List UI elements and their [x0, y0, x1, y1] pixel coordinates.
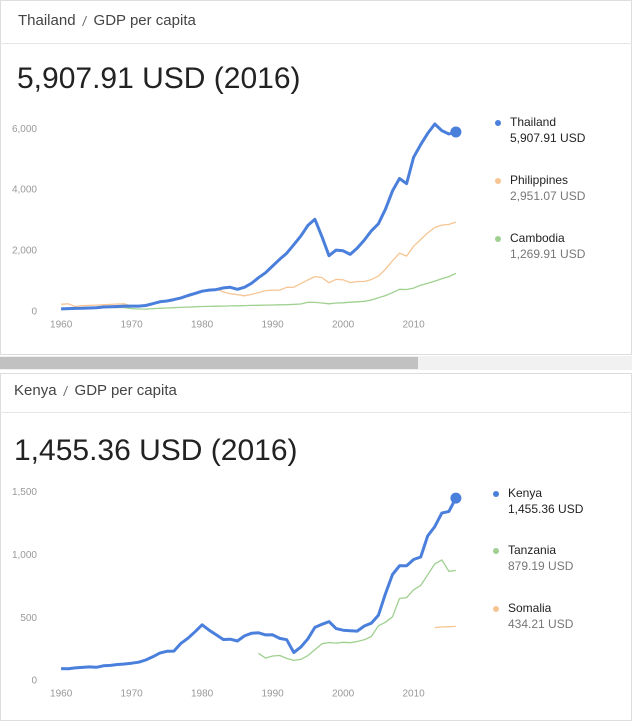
x-tick-label: 1980: [191, 320, 214, 331]
x-tick-label: 1990: [261, 689, 284, 700]
breadcrumb-country: Thailand: [18, 12, 76, 29]
scroll-thumb[interactable]: [0, 357, 418, 369]
y-tick-label: 0: [31, 676, 37, 687]
y-tick-label: 1,500: [12, 487, 37, 498]
legend-dot: [493, 491, 499, 497]
x-tick-label: 1970: [121, 320, 144, 331]
y-tick-label: 6,000: [12, 124, 37, 135]
breadcrumb-indicator: GDP per capita: [75, 382, 178, 399]
legend-dot: [495, 120, 501, 126]
legend-dot: [493, 606, 499, 612]
breadcrumb-indicator: GDP per capita: [94, 12, 197, 29]
legend-name: Tanzania: [508, 543, 556, 557]
legend-name: Kenya: [508, 486, 542, 500]
y-tick-label: 0: [31, 307, 37, 318]
latest-point: [450, 492, 462, 504]
legend-dot: [495, 236, 501, 242]
y-tick-label: 1,000: [12, 550, 37, 561]
series-line: [61, 272, 457, 310]
legend-name: Somalia: [508, 601, 552, 615]
legend-dot: [495, 178, 501, 184]
x-tick-label: 2000: [332, 689, 355, 700]
latest-point: [450, 126, 462, 138]
x-tick-label: 1990: [261, 320, 284, 331]
card: [0, 0, 632, 355]
x-tick-label: 2000: [332, 320, 355, 331]
legend-dot: [493, 548, 499, 554]
headline: 1,455.36 USD (2016): [14, 434, 298, 467]
legend-value: 1,455.36 USD: [508, 502, 584, 516]
y-tick-label: 500: [20, 613, 37, 624]
y-tick-label: 2,000: [12, 246, 37, 257]
legend-value: 2,951.07 USD: [510, 189, 586, 203]
headline: 5,907.91 USD (2016): [17, 62, 301, 95]
x-tick-label: 1960: [50, 320, 73, 331]
legend-name: Philippines: [510, 173, 568, 187]
x-tick-label: 2010: [402, 320, 425, 331]
series-line: [61, 122, 457, 311]
legend-value: 5,907.91 USD: [510, 131, 586, 145]
x-tick-label: 1960: [50, 689, 73, 700]
legend-value: 879.19 USD: [508, 559, 574, 573]
breadcrumb-separator: [82, 15, 88, 27]
legend-name: Thailand: [510, 115, 556, 129]
series-line: [258, 559, 456, 662]
x-tick-label: 1980: [191, 689, 214, 700]
series-line: [61, 497, 458, 671]
legend-value: 434.21 USD: [508, 617, 574, 631]
breadcrumb-separator: [63, 385, 69, 397]
x-tick-label: 1970: [121, 689, 144, 700]
y-tick-label: 4,000: [12, 185, 37, 196]
legend-value: 1,269.91 USD: [510, 247, 586, 261]
x-tick-label: 2010: [402, 689, 425, 700]
breadcrumb-country: Kenya: [14, 382, 57, 399]
series-line: [434, 625, 456, 629]
legend-name: Cambodia: [510, 231, 565, 245]
